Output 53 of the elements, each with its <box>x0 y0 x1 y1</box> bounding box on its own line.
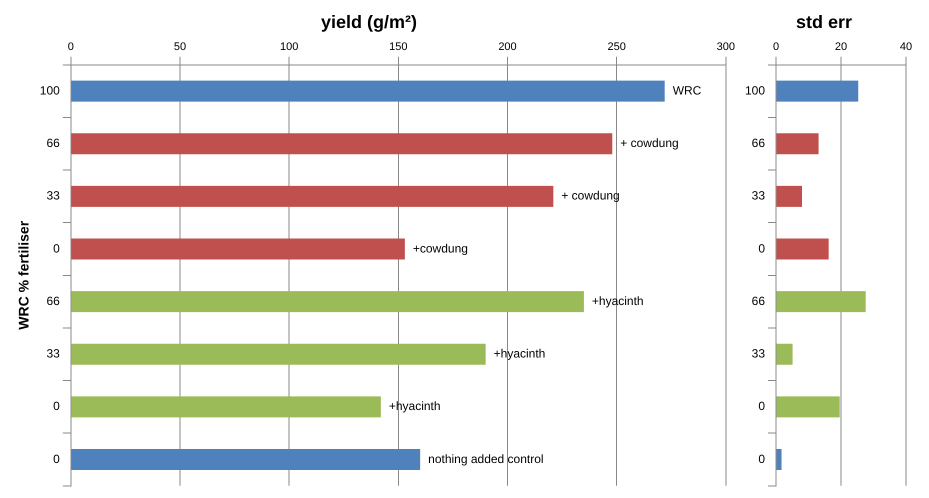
bar <box>71 448 420 470</box>
y-tick-label: 0 <box>758 241 766 256</box>
bar <box>776 133 819 154</box>
x-tick-label: 300 <box>716 41 736 54</box>
y-tick-label: 66 <box>46 136 60 150</box>
bar <box>776 186 802 207</box>
bar <box>776 291 866 312</box>
x-tick-label: 250 <box>607 41 626 54</box>
bar <box>776 238 829 260</box>
bar <box>776 80 858 102</box>
x-tick-label: 0 <box>772 41 780 54</box>
annotation: +hyacinth <box>388 399 441 414</box>
x-tick-label: 20 <box>834 41 848 54</box>
x-tick-label: 150 <box>389 41 408 54</box>
annotation: +hyacinth <box>592 294 644 308</box>
y-tick-label: 33 <box>752 188 766 203</box>
x-tick-label: 50 <box>174 41 186 54</box>
annotation: + cowdung <box>561 188 620 203</box>
y-tick-label: 66 <box>752 136 766 150</box>
chart-title: yield (g/m²) <box>320 12 418 32</box>
y-tick-label: 0 <box>758 399 766 414</box>
y-tick-label: 33 <box>46 346 60 361</box>
bar <box>71 238 405 260</box>
y-tick-label: 0 <box>53 452 60 466</box>
x-tick-label: 100 <box>280 41 298 54</box>
bar <box>71 396 381 418</box>
bar <box>776 344 793 365</box>
y-tick-label: 33 <box>46 188 60 203</box>
bar <box>71 186 554 207</box>
y-tick-label: 66 <box>752 294 766 308</box>
annotation: + cowdung <box>620 136 679 150</box>
bar <box>71 291 584 312</box>
y-tick-label: 66 <box>46 294 60 308</box>
y-tick-label: 100 <box>40 83 60 98</box>
x-tick-label: 0 <box>68 41 74 54</box>
x-tick-label: 200 <box>498 41 517 54</box>
x-tick-label: 40 <box>900 41 912 54</box>
bar <box>776 448 782 470</box>
y-tick-label: 0 <box>53 399 60 414</box>
bar <box>776 396 840 418</box>
chart-title: std err <box>796 12 852 32</box>
annotation: nothing added control <box>428 452 544 466</box>
y-tick-label: 100 <box>744 83 766 98</box>
bar <box>71 344 486 365</box>
y-tick-label: 0 <box>53 241 60 256</box>
annotation: +hyacinth <box>494 346 546 361</box>
y-axis-title: WRC % fertiliser <box>15 220 32 330</box>
y-tick-label: 0 <box>758 452 766 466</box>
bar <box>71 133 612 154</box>
bar <box>71 80 665 102</box>
annotation: WRC <box>672 83 702 98</box>
annotation: +cowdung <box>412 241 468 256</box>
y-tick-label: 33 <box>752 346 766 361</box>
